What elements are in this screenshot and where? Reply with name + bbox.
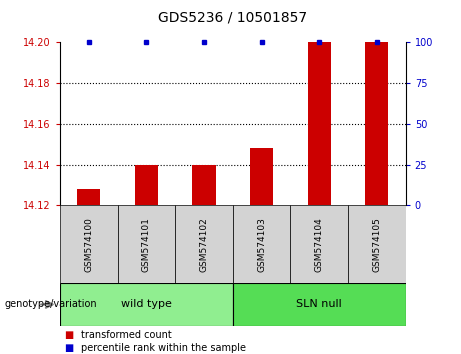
- Text: GSM574103: GSM574103: [257, 217, 266, 272]
- Text: ■: ■: [65, 330, 74, 339]
- Bar: [118, 205, 175, 283]
- Text: wild type: wild type: [121, 299, 172, 309]
- Text: GSM574101: GSM574101: [142, 217, 151, 272]
- Bar: [60, 283, 233, 326]
- Text: GDS5236 / 10501857: GDS5236 / 10501857: [158, 11, 307, 25]
- Bar: [348, 205, 406, 283]
- Text: ■: ■: [65, 343, 74, 353]
- Bar: [135, 165, 158, 205]
- Bar: [233, 205, 290, 283]
- Text: GSM574102: GSM574102: [200, 217, 208, 272]
- Bar: [233, 283, 406, 326]
- Bar: [365, 42, 388, 205]
- Text: GSM574100: GSM574100: [84, 217, 93, 272]
- Bar: [60, 205, 118, 283]
- Bar: [290, 205, 348, 283]
- Bar: [193, 165, 216, 205]
- Text: percentile rank within the sample: percentile rank within the sample: [81, 343, 246, 353]
- Text: GSM574104: GSM574104: [315, 217, 324, 272]
- Text: transformed count: transformed count: [81, 330, 171, 339]
- Text: GSM574105: GSM574105: [372, 217, 381, 272]
- Bar: [77, 189, 100, 205]
- Bar: [175, 205, 233, 283]
- Text: SLN null: SLN null: [296, 299, 342, 309]
- Bar: [308, 42, 331, 205]
- Bar: [250, 148, 273, 205]
- Text: genotype/variation: genotype/variation: [5, 299, 97, 309]
